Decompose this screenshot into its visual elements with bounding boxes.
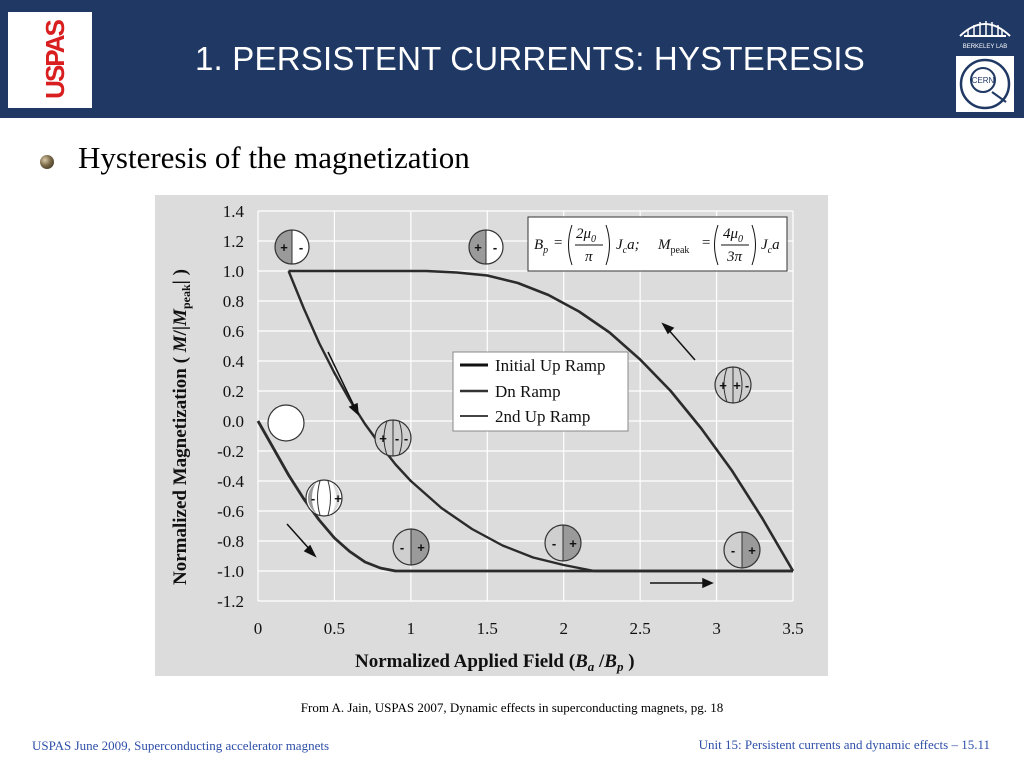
- minus-sign: -: [311, 491, 315, 506]
- plus-sign: +: [748, 543, 756, 558]
- legend-label: Dn Ramp: [495, 382, 561, 401]
- y-tick-label: 0.6: [223, 322, 244, 341]
- series-line-3: [287, 270, 793, 573]
- minus-sign: -: [493, 240, 497, 255]
- x-tick-label: 2.5: [630, 619, 651, 638]
- eq-num-2: 4μ0: [723, 226, 743, 245]
- paren: [751, 224, 756, 266]
- series-lines: [256, 269, 795, 573]
- minus-sign: -: [552, 536, 556, 551]
- plus-sign: +: [379, 431, 387, 446]
- lab-logos: BERKELEY LAB CERN: [952, 6, 1018, 112]
- x-tick-label: 0.5: [324, 619, 345, 638]
- minus-sign: -: [404, 431, 408, 446]
- x-tick-label: 3.5: [782, 619, 803, 638]
- eq-equals-2: =: [701, 235, 711, 251]
- footer-right: Unit 15: Persistent currents and dynamic…: [698, 737, 990, 752]
- y-tick-label: 1.4: [223, 202, 245, 221]
- eq-equals-1: =: [553, 235, 563, 251]
- y-tick-label: 1.0: [223, 262, 244, 281]
- x-tick-labels: 0 0.5 1 1.5 2 2.5 3 3.5: [254, 619, 804, 638]
- y-tick-label: 0.2: [223, 382, 244, 401]
- x-axis-label: Normalized Applied Field (Ba /Bp ): [355, 651, 635, 674]
- footer-left: USPAS June 2009, Superconducting acceler…: [32, 738, 330, 753]
- state-icon-top-mid: + -: [468, 229, 504, 265]
- arrow-bottom-right: [650, 577, 714, 589]
- direction-arrows: [286, 322, 714, 589]
- eq-den-2: 3π: [726, 249, 743, 265]
- paren: [714, 224, 719, 266]
- x-tick-label: 3: [712, 619, 721, 638]
- plus-sign: +: [334, 491, 342, 506]
- eq-mpeak: Mpeak: [657, 237, 689, 256]
- x-tick-label: 2: [559, 619, 568, 638]
- minus-sign: -: [395, 431, 399, 446]
- state-icon-mid-reversal: + - -: [374, 419, 412, 457]
- state-icon-partial-initial: - +: [305, 479, 343, 517]
- minus-sign: -: [745, 378, 749, 393]
- legend: Initial Up Ramp Dn Ramp 2nd Up Ramp: [452, 351, 629, 432]
- state-icon-top-left: + -: [274, 229, 310, 265]
- plus-sign: +: [719, 378, 727, 393]
- y-tick-label: 0.8: [223, 292, 244, 311]
- state-icon-bottom-1: - +: [392, 528, 430, 566]
- plus-sign: +: [733, 378, 741, 393]
- eq-num-1: 2μ0: [576, 226, 596, 245]
- arrow-second-up-mid: [327, 351, 359, 416]
- y-tick-label: 0.0: [223, 412, 244, 431]
- state-icon-right-reversal: + + -: [714, 366, 752, 404]
- state-icon-virgin: [267, 404, 305, 442]
- uspas-logo-text: USPAS: [40, 20, 70, 99]
- minus-sign: -: [400, 540, 404, 555]
- plus-sign: +: [280, 240, 288, 255]
- minus-sign: -: [299, 240, 303, 255]
- eq-den-1: π: [585, 249, 593, 265]
- y-tick-labels: 1.4 1.2 1.0 0.8 0.6 0.4 0.2 0.0 -0.2 -0.…: [217, 202, 244, 611]
- figure-caption: From A. Jain, USPAS 2007, Dynamic effect…: [300, 700, 724, 715]
- equation-box: Bp = 2μ0 π Jca; Mpeak = 4μ0 3π Jca: [527, 216, 788, 272]
- legend-label: 2nd Up Ramp: [495, 407, 590, 426]
- eq-jc-1: Jca;: [616, 237, 640, 256]
- x-tick-label: 1.5: [477, 619, 498, 638]
- y-tick-label: -1.0: [217, 562, 244, 581]
- title-bar: USPAS 1. PERSISTENT CURRENTS: HYSTERESIS…: [0, 0, 1024, 118]
- series-line-2: [288, 269, 795, 572]
- paren: [605, 224, 610, 266]
- berkeley-lab-icon: [959, 21, 1011, 37]
- plus-sign: +: [474, 240, 482, 255]
- x-tick-label: 1: [407, 619, 416, 638]
- y-tick-label: -0.8: [217, 532, 244, 551]
- paren: [568, 224, 573, 266]
- x-tick-label: 0: [254, 619, 263, 638]
- plus-sign: +: [417, 540, 425, 555]
- cern-icon: [959, 58, 1011, 110]
- uspas-logo: USPAS: [8, 12, 92, 108]
- arrow-initial-up: [286, 523, 317, 558]
- minus-sign: -: [731, 543, 735, 558]
- state-icon-bottom-3: - +: [723, 531, 761, 569]
- y-tick-label: -1.2: [217, 592, 244, 611]
- bullet-icon: [40, 155, 54, 169]
- cern-logo-text: CERN: [972, 76, 995, 85]
- hysteresis-chart: 1.4 1.2 1.0 0.8 0.6 0.4 0.2 0.0 -0.2 -0.…: [155, 195, 828, 676]
- y-tick-label: -0.6: [217, 502, 244, 521]
- legend-label: Initial Up Ramp: [495, 356, 605, 375]
- state-icon-bottom-2: - +: [544, 524, 582, 562]
- berkeley-lab-text: BERKELEY LAB: [963, 44, 1008, 50]
- page-title: 1. PERSISTENT CURRENTS: HYSTERESIS: [195, 40, 865, 77]
- eq-jc-2: Jca: [761, 237, 780, 256]
- plus-sign: +: [569, 536, 577, 551]
- eq-bp: Bp: [534, 237, 548, 256]
- y-axis-label: Normalized Magnetization ( M/|Mpeak| ): [170, 269, 193, 585]
- y-tick-label: 1.2: [223, 232, 244, 251]
- arrow-dn-ramp: [661, 322, 696, 361]
- y-tick-label: 0.4: [223, 352, 245, 371]
- y-tick-label: -0.4: [217, 472, 244, 491]
- bullet-text: Hysteresis of the magnetization: [78, 140, 470, 175]
- chart-svg: 1.4 1.2 1.0 0.8 0.6 0.4 0.2 0.0 -0.2 -0.…: [155, 195, 828, 676]
- y-tick-label: -0.2: [217, 442, 244, 461]
